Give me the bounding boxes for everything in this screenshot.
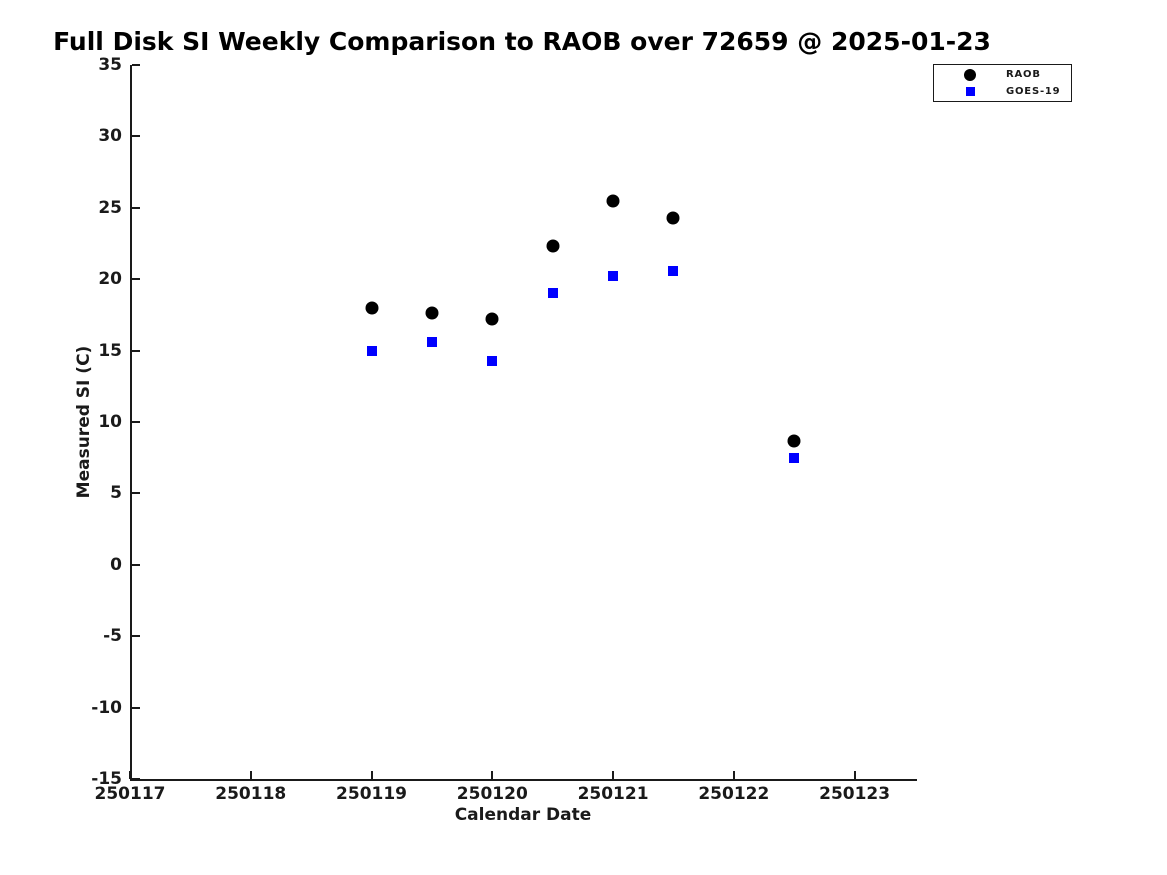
legend-label-goes-19: GOES-19 <box>1006 86 1061 97</box>
data-point-raob <box>485 312 499 326</box>
legend-label-raob: RAOB <box>1006 69 1041 80</box>
data-point-goes-19 <box>487 355 498 366</box>
y-tick <box>132 635 140 638</box>
legend: RAOB GOES-19 <box>933 64 1072 102</box>
y-tick-label: 15 <box>98 340 122 361</box>
y-tick <box>132 135 140 138</box>
data-point-raob <box>787 434 801 448</box>
chart-title: Full Disk SI Weekly Comparison to RAOB o… <box>53 27 991 56</box>
y-tick-label: 5 <box>110 483 122 504</box>
y-tick <box>132 706 140 709</box>
x-tick-label: 250119 <box>336 784 408 804</box>
data-point-raob <box>425 306 439 320</box>
y-tick <box>132 206 140 209</box>
y-tick <box>132 64 140 66</box>
data-point-raob <box>546 239 560 253</box>
y-axis-label: Measured SI (C) <box>74 345 94 499</box>
y-tick <box>132 349 140 352</box>
y-tick <box>132 778 140 780</box>
x-tick <box>491 771 494 779</box>
y-tick-label: 0 <box>110 554 122 575</box>
y-tick-label: 20 <box>98 269 122 290</box>
x-tick-label: 250118 <box>215 784 287 804</box>
legend-row: RAOB <box>934 67 1071 82</box>
legend-raob-swatch <box>964 68 976 81</box>
legend-row: GOES-19 <box>934 84 1071 99</box>
y-tick <box>132 563 140 566</box>
y-tick <box>132 492 140 495</box>
data-point-goes-19 <box>366 345 377 356</box>
y-tick-label: -10 <box>91 697 122 718</box>
data-point-goes-19 <box>668 265 679 276</box>
data-point-goes-19 <box>608 271 619 282</box>
data-point-raob <box>666 211 680 225</box>
data-point-goes-19 <box>789 452 800 463</box>
data-point-goes-19 <box>426 337 437 348</box>
y-tick-label: 10 <box>98 412 122 432</box>
x-tick-label: 250117 <box>94 784 166 804</box>
y-tick-label: 35 <box>98 55 122 75</box>
x-tick <box>853 771 856 779</box>
x-tick-label: 250121 <box>577 784 649 804</box>
data-point-raob <box>606 194 620 208</box>
x-tick-label: 250120 <box>456 784 528 804</box>
x-axis-label: Calendar Date <box>454 805 592 825</box>
x-tick <box>129 771 131 779</box>
legend-swatch-cell <box>934 87 1006 96</box>
x-tick <box>249 771 252 779</box>
x-tick <box>732 771 735 779</box>
legend-swatch-cell <box>934 68 1006 81</box>
y-tick-label: -5 <box>103 626 122 647</box>
y-tick <box>132 278 140 281</box>
y-tick <box>132 421 140 423</box>
y-tick-label: 30 <box>98 126 122 147</box>
x-tick-label: 250123 <box>819 784 891 804</box>
x-tick <box>612 771 615 779</box>
y-tick-label: 25 <box>98 197 122 218</box>
x-tick-label: 250122 <box>698 784 770 804</box>
legend-goes-19-swatch <box>965 87 975 96</box>
x-tick <box>370 771 373 779</box>
data-point-raob <box>365 301 379 315</box>
y-tick-label: -15 <box>91 769 122 789</box>
plot-area <box>130 65 917 781</box>
data-point-goes-19 <box>547 288 558 299</box>
